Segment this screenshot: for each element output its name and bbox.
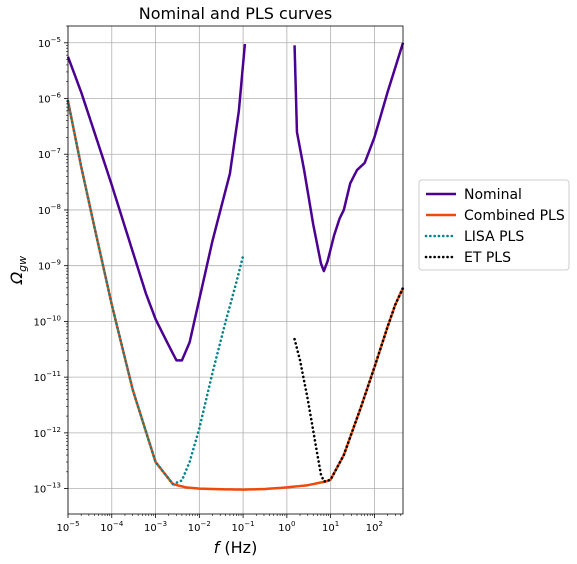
y-tick-exponent: −10: [46, 314, 61, 322]
legend: Nominal Combined PLS LISA PLS ET PLS: [418, 179, 570, 271]
y-tick-base: 10: [38, 150, 51, 161]
x-tick-label: 10−3: [144, 520, 167, 534]
y-tick-base: 10: [38, 206, 51, 217]
x-tick-base: 10: [232, 523, 245, 534]
y-axis-label: Ωgw: [7, 256, 29, 285]
x-tick-label: 10−4: [100, 520, 124, 534]
x-tick-label: 10−1: [232, 520, 255, 534]
grid: [67, 26, 403, 514]
y-tick-base: 10: [38, 95, 51, 106]
x-tick-label: 102: [366, 520, 383, 534]
x-tick-base: 10: [188, 523, 201, 534]
x-tick-base: 10: [100, 523, 113, 534]
x-tick-base: 10: [278, 523, 291, 534]
x-tick-exponent: 0: [291, 520, 295, 528]
legend-label: Nominal: [464, 187, 522, 203]
y-tick-label: 10−8: [38, 203, 61, 217]
y-tick-base: 10: [33, 429, 46, 440]
plot-frame: [67, 25, 404, 515]
x-tick-base: 10: [144, 523, 157, 534]
y-tick-label: 10−13: [33, 482, 61, 496]
y-tick-label: 10−12: [33, 426, 61, 440]
legend-label: LISA PLS: [464, 229, 524, 245]
x-tick-exponent: −3: [157, 520, 167, 528]
series-line-lisa-pls: [66, 99, 245, 486]
y-tick-exponent: −5: [51, 36, 61, 44]
legend-label: Combined PLS: [464, 208, 565, 224]
y-tick-exponent: −13: [46, 482, 61, 490]
x-tick-exponent: −4: [113, 520, 124, 528]
series-line-et-pls: [293, 286, 405, 483]
y-tick-exponent: −9: [51, 259, 61, 267]
x-tick-exponent: −5: [69, 520, 79, 528]
y-tick-label: 10−9: [38, 259, 61, 273]
y-tick-exponent: −8: [51, 203, 61, 211]
x-tick-label: 101: [322, 520, 339, 534]
x-tick-exponent: 1: [335, 520, 339, 528]
y-tick-base: 10: [33, 373, 46, 384]
x-tick-base: 10: [322, 523, 335, 534]
x-tick-exponent: 2: [379, 520, 383, 528]
y-tick-label: 10−11: [33, 370, 61, 384]
x-tick-label: 10−5: [56, 520, 79, 534]
x-tick-label: 10−2: [188, 520, 211, 534]
y-tick-label: 10−7: [38, 147, 61, 161]
y-tick-exponent: −12: [46, 426, 61, 434]
y-tick-exponent: −11: [46, 370, 61, 378]
series-layer: [66, 42, 405, 491]
y-axis-label-subscript: gw: [16, 256, 29, 272]
x-tick-label: 100: [278, 520, 295, 534]
y-tick-exponent: −7: [51, 147, 61, 155]
x-axis-ticks: 10−5 10−4 10−3 10−2 10−1 100 101 102: [56, 514, 402, 534]
x-tick-exponent: −1: [244, 520, 254, 528]
y-tick-base: 10: [33, 485, 46, 496]
y-tick-label: 10−10: [33, 314, 61, 328]
y-tick-base: 10: [38, 39, 51, 50]
y-axis-label-symbol: Ω: [7, 271, 26, 285]
x-axis-label: f (Hz): [214, 538, 258, 557]
y-tick-exponent: −6: [51, 92, 62, 100]
x-tick-base: 10: [366, 523, 379, 534]
y-tick-label: 10−5: [38, 36, 61, 50]
legend-label: ET PLS: [464, 250, 511, 266]
chart-title: Nominal and PLS curves: [139, 4, 332, 23]
y-tick-base: 10: [38, 262, 51, 273]
legend-box: [418, 179, 570, 271]
x-tick-exponent: −2: [201, 520, 211, 528]
series-line-nominal: [293, 42, 405, 273]
series-line-nominal: [66, 43, 247, 362]
y-tick-base: 10: [33, 317, 46, 328]
x-tick-base: 10: [56, 523, 69, 534]
y-tick-label: 10−6: [38, 92, 62, 106]
x-axis-label-unit: (Hz): [219, 538, 257, 557]
x-axis-label-symbol: f: [214, 538, 222, 557]
